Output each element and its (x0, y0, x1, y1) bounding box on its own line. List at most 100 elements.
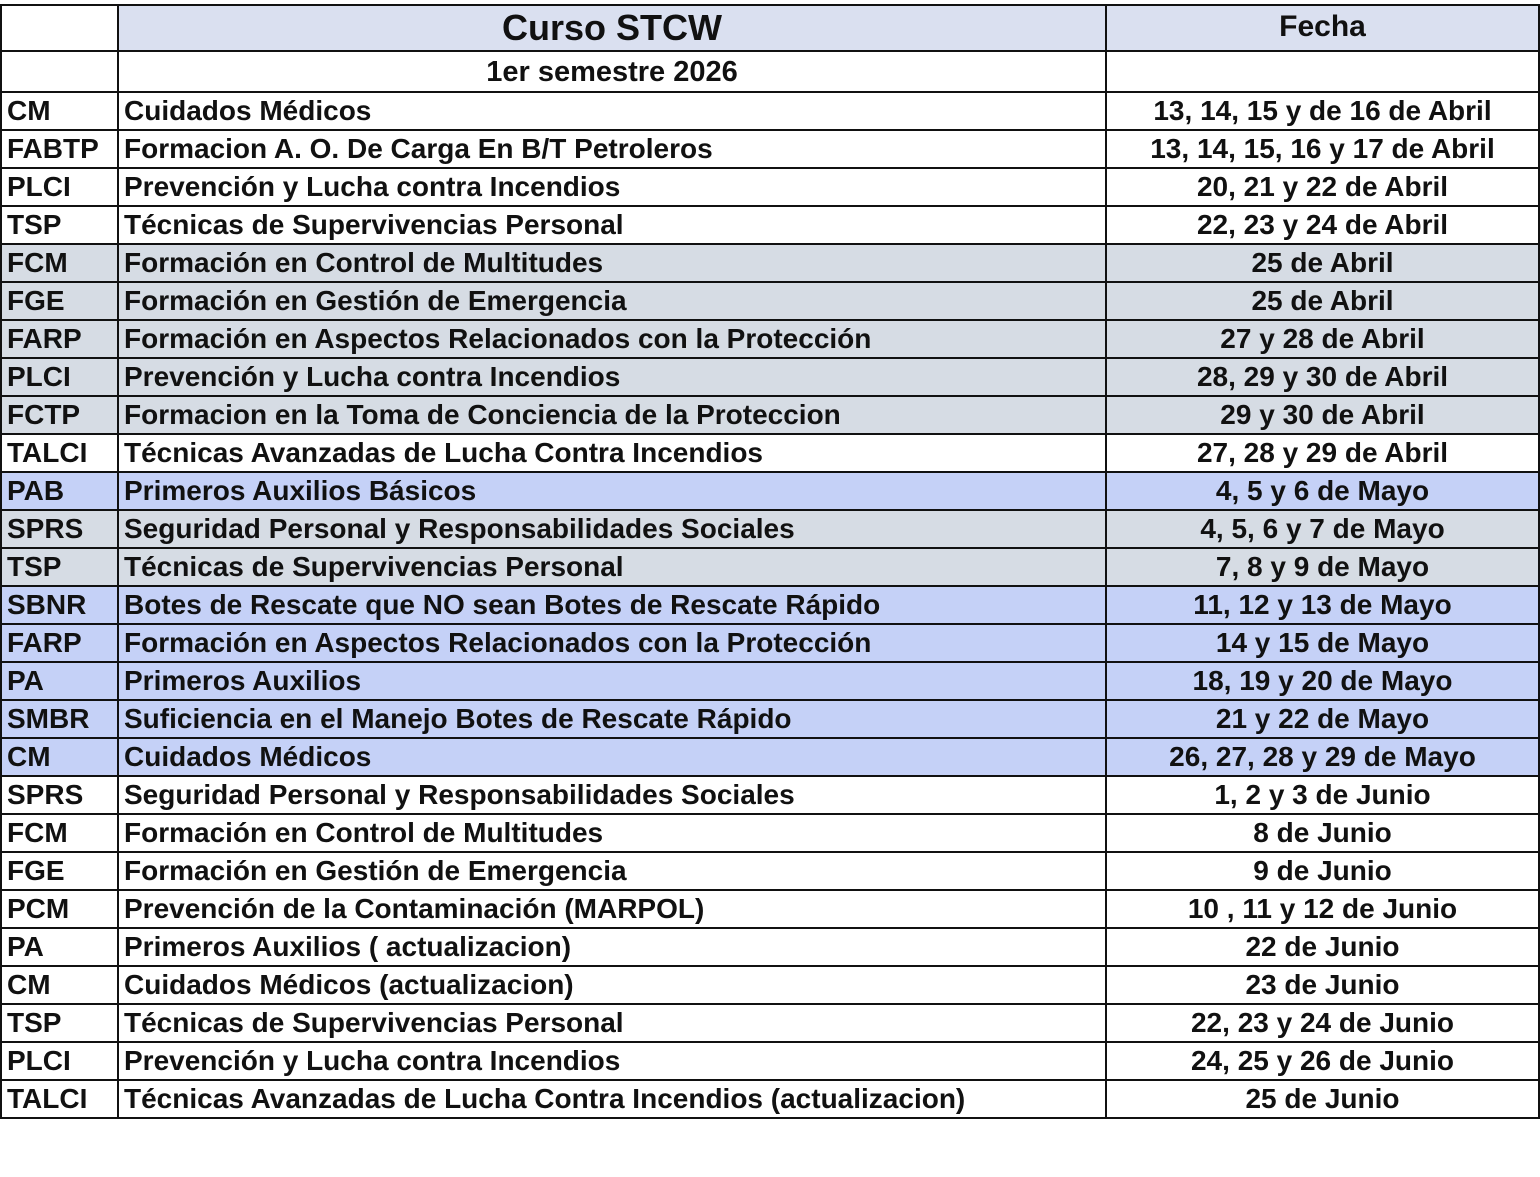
course-code: CM (0, 737, 119, 777)
course-name: Seguridad Personal y Responsabilidades S… (117, 775, 1107, 815)
table-row: FARP Formación en Aspectos Relacionados c… (0, 319, 1540, 359)
course-date: 21 y 22 de Mayo (1105, 699, 1540, 739)
course-name: Cuidados Médicos (117, 91, 1107, 131)
course-name: Prevención y Lucha contra Incendios (117, 167, 1107, 207)
course-name: Técnicas Avanzadas de Lucha Contra Incen… (117, 433, 1107, 473)
course-name: Técnicas de Supervivencias Personal (117, 547, 1107, 587)
header-code-cell (0, 4, 119, 52)
course-date: 18, 19 y 20 de Mayo (1105, 661, 1540, 701)
table-row: CM Cuidados Médicos (actualizacion) 23 de … (0, 965, 1540, 1005)
course-code: SPRS (0, 775, 119, 815)
table-row: FGE Formación en Gestión de Emergencia 9 d… (0, 851, 1540, 891)
course-code: TSP (0, 1003, 119, 1043)
course-date: 1, 2 y 3 de Junio (1105, 775, 1540, 815)
course-date: 13, 14, 15, 16 y 17 de Abril (1105, 129, 1540, 169)
course-code: CM (0, 965, 119, 1005)
course-date: 10 , 11 y 12 de Junio (1105, 889, 1540, 929)
course-date: 9 de Junio (1105, 851, 1540, 891)
course-code: PLCI (0, 167, 119, 207)
course-date: 7, 8 y 9 de Mayo (1105, 547, 1540, 587)
course-date: 23 de Junio (1105, 965, 1540, 1005)
course-code: TALCI (0, 1079, 119, 1119)
course-name: Técnicas de Supervivencias Personal (117, 205, 1107, 245)
table-row: TALCI Técnicas Avanzadas de Lucha Contra … (0, 433, 1540, 473)
course-code: FCTP (0, 395, 119, 435)
table-row: FABTP Formacion A. O. De Carga En B/T Pet… (0, 129, 1540, 169)
table-row: TALCI Técnicas Avanzadas de Lucha Contra … (0, 1079, 1540, 1119)
course-date: 22, 23 y 24 de Abril (1105, 205, 1540, 245)
course-code: PLCI (0, 357, 119, 397)
course-name: Técnicas de Supervivencias Personal (117, 1003, 1107, 1043)
header-row: Curso STCW Fecha (0, 4, 1540, 52)
course-code: FCM (0, 813, 119, 853)
table-title: Curso STCW (117, 4, 1107, 52)
table-row: PLCI Prevención y Lucha contra Incendios 2… (0, 357, 1540, 397)
course-date: 4, 5 y 6 de Mayo (1105, 471, 1540, 511)
course-date: 25 de Abril (1105, 281, 1540, 321)
course-code: FCM (0, 243, 119, 283)
table-row: PCM Prevención de la Contaminación (MARPO… (0, 889, 1540, 929)
subtitle-row: 1er semestre 2026 (0, 50, 1540, 93)
course-date: 29 y 30 de Abril (1105, 395, 1540, 435)
course-name: Técnicas Avanzadas de Lucha Contra Incen… (117, 1079, 1107, 1119)
date-column-header: Fecha (1105, 4, 1540, 52)
course-date: 26, 27, 28 y 29 de Mayo (1105, 737, 1540, 777)
course-date: 28, 29 y 30 de Abril (1105, 357, 1540, 397)
table-row: SPRS Seguridad Personal y Responsabilidad… (0, 775, 1540, 815)
course-date: 14 y 15 de Mayo (1105, 623, 1540, 663)
table-row: PA Primeros Auxilios 18, 19 y 20 de Mayo (0, 661, 1540, 701)
table-row: PAB Primeros Auxilios Básicos 4, 5 y 6 de … (0, 471, 1540, 511)
subtitle-code-cell (0, 50, 119, 93)
course-date: 24, 25 y 26 de Junio (1105, 1041, 1540, 1081)
table-row: PLCI Prevención y Lucha contra Incendios 2… (0, 167, 1540, 207)
table-row: FCM Formación en Control de Multitudes 25 … (0, 243, 1540, 283)
table-row: PLCI Prevención y Lucha contra Incendios 2… (0, 1041, 1540, 1081)
course-code: TALCI (0, 433, 119, 473)
course-name: Primeros Auxilios Básicos (117, 471, 1107, 511)
course-name: Formación en Control de Multitudes (117, 813, 1107, 853)
course-code: SMBR (0, 699, 119, 739)
course-code: PA (0, 661, 119, 701)
course-code: FARP (0, 623, 119, 663)
course-code: PLCI (0, 1041, 119, 1081)
course-code: PA (0, 927, 119, 967)
course-name: Formacion en la Toma de Conciencia de la… (117, 395, 1107, 435)
course-name: Prevención y Lucha contra Incendios (117, 357, 1107, 397)
course-code: TSP (0, 547, 119, 587)
course-name: Formacion A. O. De Carga En B/T Petroler… (117, 129, 1107, 169)
table-row: FGE Formación en Gestión de Emergencia 25 … (0, 281, 1540, 321)
course-name: Primeros Auxilios (117, 661, 1107, 701)
course-date: 11, 12 y 13 de Mayo (1105, 585, 1540, 625)
table-row: FARP Formación en Aspectos Relacionados c… (0, 623, 1540, 663)
course-code: FGE (0, 281, 119, 321)
course-date: 8 de Junio (1105, 813, 1540, 853)
semester-subtitle: 1er semestre 2026 (117, 50, 1107, 93)
course-code: FABTP (0, 129, 119, 169)
course-date: 27 y 28 de Abril (1105, 319, 1540, 359)
course-name: Botes de Rescate que NO sean Botes de Re… (117, 585, 1107, 625)
table-row: CM Cuidados Médicos 26, 27, 28 y 29 de May… (0, 737, 1540, 777)
table-row: TSP Técnicas de Supervivencias Personal 7,… (0, 547, 1540, 587)
course-code: FARP (0, 319, 119, 359)
course-name: Prevención de la Contaminación (MARPOL) (117, 889, 1107, 929)
course-name: Seguridad Personal y Responsabilidades S… (117, 509, 1107, 549)
course-code: CM (0, 91, 119, 131)
table-row: SBNR Botes de Rescate que NO sean Botes d… (0, 585, 1540, 625)
course-name: Formación en Aspectos Relacionados con l… (117, 623, 1107, 663)
course-schedule-table: Curso STCW Fecha 1er semestre 2026 CM Cui… (0, 4, 1540, 1119)
table-row: FCTP Formacion en la Toma de Conciencia d… (0, 395, 1540, 435)
course-code: FGE (0, 851, 119, 891)
course-date: 25 de Junio (1105, 1079, 1540, 1119)
table-row: FCM Formación en Control de Multitudes 8 d… (0, 813, 1540, 853)
table-row: PA Primeros Auxilios ( actualizacion) 22 d… (0, 927, 1540, 967)
course-date: 25 de Abril (1105, 243, 1540, 283)
course-date: 4, 5, 6 y 7 de Mayo (1105, 509, 1540, 549)
course-name: Cuidados Médicos (117, 737, 1107, 777)
table-row: CM Cuidados Médicos 13, 14, 15 y de 16 de … (0, 91, 1540, 131)
course-date: 20, 21 y 22 de Abril (1105, 167, 1540, 207)
course-code: SPRS (0, 509, 119, 549)
course-name: Formación en Gestión de Emergencia (117, 851, 1107, 891)
table-row: TSP Técnicas de Supervivencias Personal 22… (0, 205, 1540, 245)
course-name: Primeros Auxilios ( actualizacion) (117, 927, 1107, 967)
table-row: SMBR Suficiencia en el Manejo Botes de Re… (0, 699, 1540, 739)
